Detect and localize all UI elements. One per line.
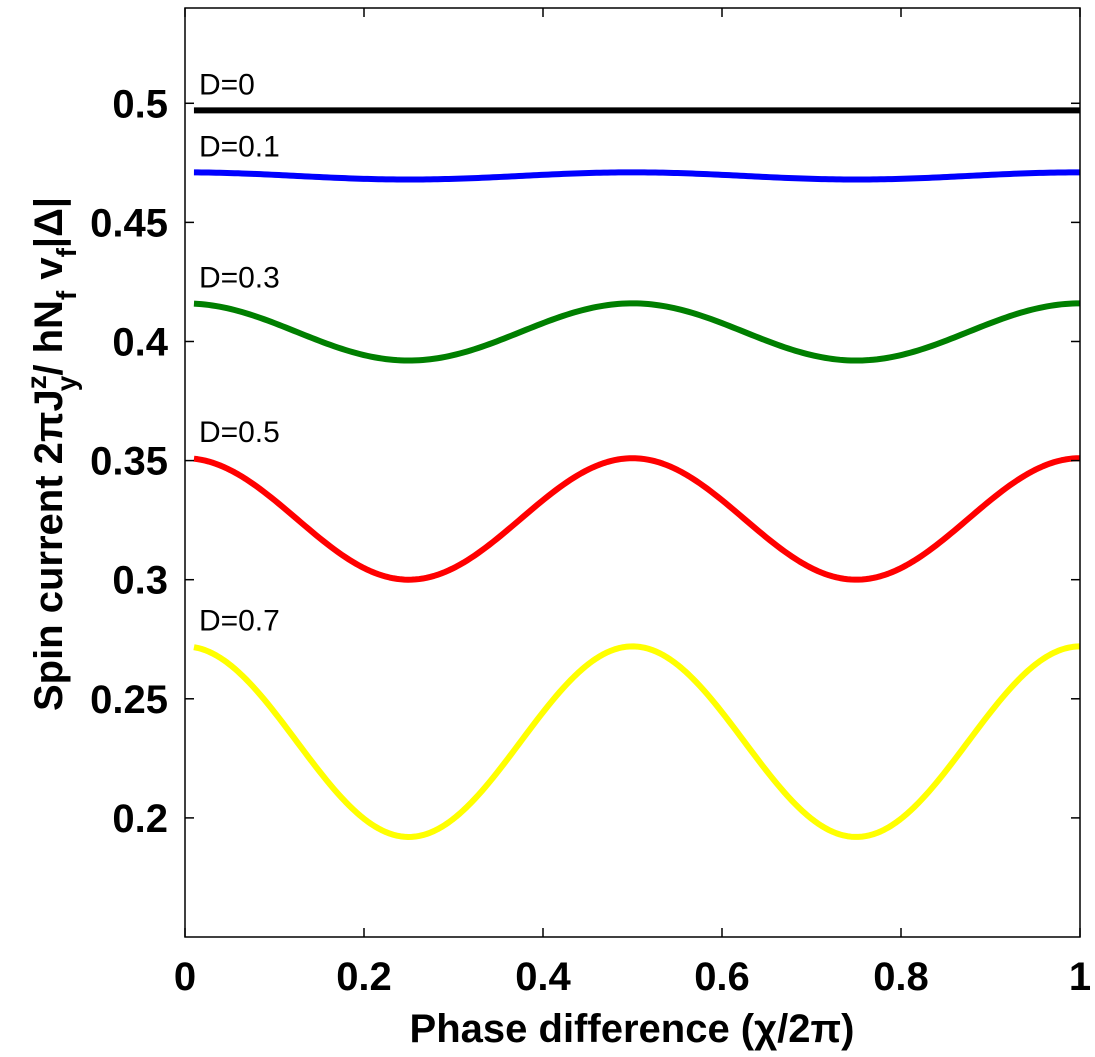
ylabel-prefix: Spin current 2π [27,411,71,711]
ylabel-v: v [27,257,71,291]
x-axis-title: Phase difference (χ/2π) [410,1007,855,1051]
y-tick-label: 0.4 [112,320,168,364]
x-tick-label: 0.6 [694,955,750,999]
y-axis-title: Spin current 2πJzy/ hNf vf|Δ| [21,197,82,711]
series-line [193,455,1081,583]
x-tick-label: 0.2 [336,955,392,999]
x-tick-label: 0 [174,955,196,999]
series-label: D=0.7 [199,604,280,637]
x-tick-label: 0.4 [515,955,571,999]
y-tick-label: 0.45 [90,201,168,245]
plot-frame [184,7,1081,938]
y-tick-label: 0.35 [90,440,168,484]
ylabel-v-sub: f [51,247,82,257]
ylabel-j: J [27,389,71,411]
series-line [193,169,1081,183]
series-label: D=0 [199,68,255,101]
y-tick-label: 0.25 [90,678,168,722]
y-tick-label: 0.2 [112,797,168,841]
series-layer [193,107,1081,840]
series-label: D=0.5 [199,416,280,449]
labels-layer: 0 0.2 0.4 0.6 0.8 1 0.2 0.25 0.3 0.35 0.4 0.45 0.5 D=… [90,68,1091,999]
series-line [193,643,1081,840]
x-tick-label: 0.8 [873,955,929,999]
y-tick-label: 0.5 [112,82,168,126]
y-tick-label: 0.3 [112,559,168,603]
ylabel-suffix: |Δ| [27,197,71,248]
series-label: D=0.3 [199,261,280,294]
series-label: D=0.1 [199,130,280,163]
ylabel-j-sub: y [51,375,82,391]
series-line [193,300,1081,364]
ticks-layer [184,8,1081,937]
ylabel-n-sub: f [51,290,82,300]
ylabel-slash: / hN [27,300,71,376]
x-tick-label: 1 [1069,955,1091,999]
ylabel-j-sup: z [21,375,52,389]
